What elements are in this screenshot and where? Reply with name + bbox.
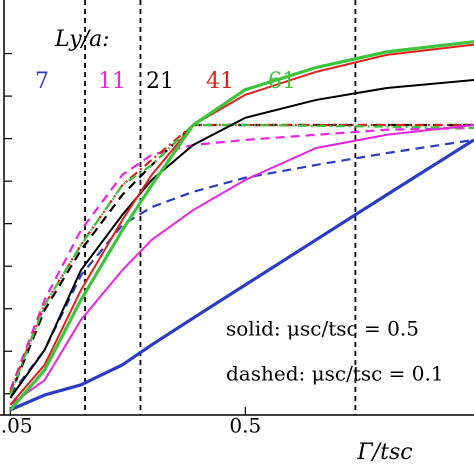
solid-line: [9, 40, 474, 411]
legend-label: 7: [35, 69, 49, 94]
solid-line: [9, 43, 474, 406]
legend-label: 61: [268, 69, 296, 94]
legend-label: 21: [146, 69, 174, 94]
dashed-line: [9, 123, 474, 396]
x-axis-label: Γ/tsc: [356, 440, 412, 465]
dashed-line: [9, 138, 474, 396]
solid-line: [9, 138, 474, 412]
x-tick-label: 0.5: [229, 414, 261, 438]
annotation: dashed: μsc/tsc = 0.1: [226, 362, 444, 386]
legend-label: 11: [98, 69, 126, 94]
x-tick-label: 0.05: [0, 414, 33, 438]
legend-label: 41: [206, 69, 234, 94]
dashed-line: [9, 123, 474, 393]
solid-line: [9, 124, 474, 406]
dashed-line: [9, 123, 474, 396]
annotation: solid: μsc/tsc = 0.5: [226, 317, 419, 341]
solid-line: [9, 78, 474, 399]
legend-title: Ly/a:: [54, 27, 110, 52]
dashed-line: [9, 126, 474, 391]
